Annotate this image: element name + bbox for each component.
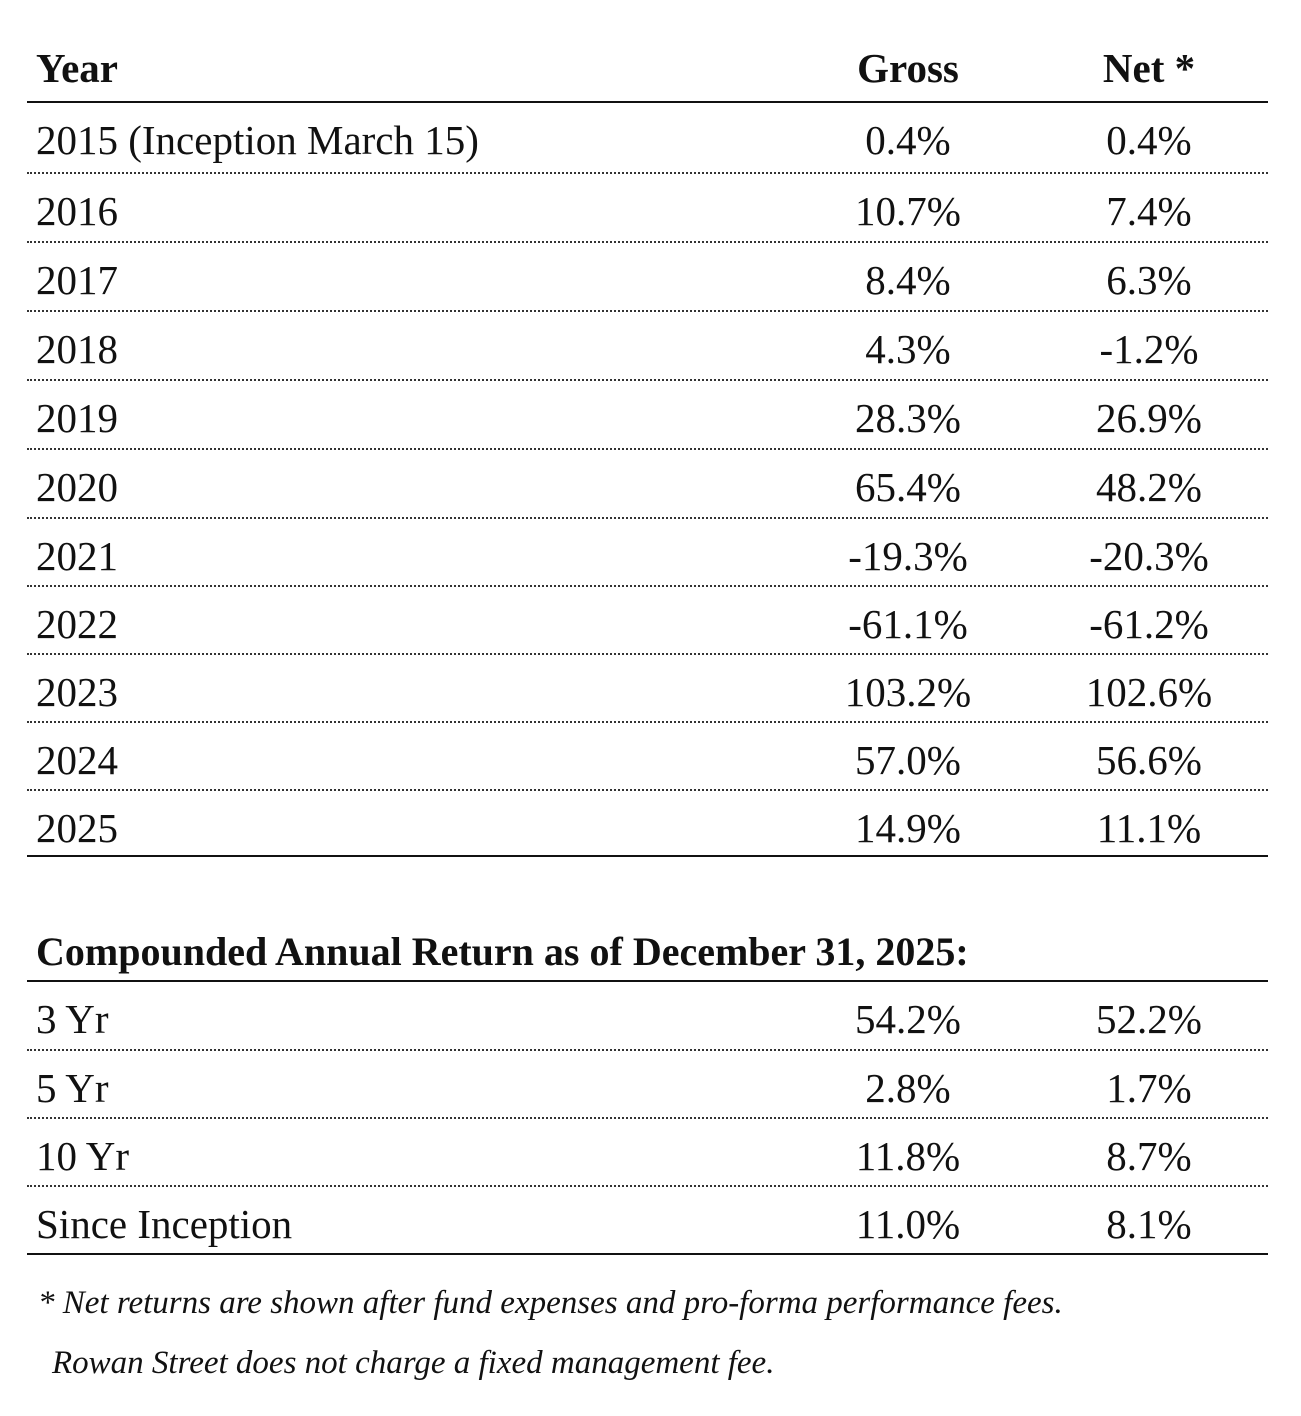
row-year: 2017: [36, 257, 118, 303]
row-net: 56.6%: [1096, 737, 1202, 783]
row-gross: 11.0%: [855, 1201, 961, 1247]
table-row: 2022 -61.1% -61.2%: [27, 587, 1268, 655]
row-net: 11.1%: [1096, 805, 1202, 851]
row-net: 0.4%: [1106, 117, 1192, 163]
row-gross: 11.8%: [855, 1133, 961, 1179]
net-column-header: Net *: [1102, 45, 1196, 91]
table-row: 3 Yr 54.2% 52.2%: [27, 982, 1268, 1051]
footnote-line-2: Rowan Street does not charge a fixed man…: [52, 1345, 775, 1381]
row-net: 1.7%: [1106, 1065, 1192, 1111]
table-header-row: Year Gross Net *: [27, 0, 1268, 103]
row-gross: 54.2%: [855, 996, 961, 1042]
table-row: 2019 28.3% 26.9%: [27, 381, 1268, 450]
cagr-section-title: Compounded Annual Return as of December …: [36, 929, 969, 974]
row-gross: -19.3%: [848, 533, 968, 579]
row-period: Since Inception: [36, 1201, 293, 1247]
row-gross: 57.0%: [855, 737, 961, 783]
row-net: 26.9%: [1096, 395, 1202, 441]
row-year: 2016: [36, 188, 118, 234]
returns-table: Year Gross Net * 2015 (Inception March 1…: [27, 0, 1268, 857]
row-gross: 28.3%: [855, 395, 961, 441]
table-row: 2016 10.7% 7.4%: [27, 174, 1268, 243]
row-gross: 14.9%: [855, 805, 961, 851]
table-row: 2021 -19.3% -20.3%: [27, 519, 1268, 587]
row-gross: 10.7%: [855, 188, 961, 234]
table-row: 2024 57.0% 56.6%: [27, 723, 1268, 791]
cagr-table: 3 Yr 54.2% 52.2% 5 Yr 2.8% 1.7% 10 Yr 11…: [27, 980, 1268, 1255]
row-gross: 103.2%: [844, 669, 972, 715]
row-year: 2015 (Inception March 15): [36, 117, 479, 163]
row-net: 48.2%: [1096, 464, 1202, 510]
row-year: 2024: [36, 737, 118, 783]
table-row: 2023 103.2% 102.6%: [27, 655, 1268, 723]
table-row: 10 Yr 11.8% 8.7%: [27, 1119, 1268, 1187]
year-column-header: Year: [36, 45, 118, 91]
row-net: -1.2%: [1099, 326, 1199, 372]
row-gross: 8.4%: [865, 257, 951, 303]
row-year: 2022: [36, 601, 118, 647]
table-row: 2017 8.4% 6.3%: [27, 243, 1268, 312]
table-row: Since Inception 11.0% 8.1%: [27, 1187, 1268, 1255]
row-year: 2023: [36, 669, 118, 715]
gross-column-header: Gross: [857, 45, 959, 91]
row-net: -20.3%: [1089, 533, 1209, 579]
row-gross: 0.4%: [865, 117, 951, 163]
row-gross: 65.4%: [855, 464, 961, 510]
row-net: 8.7%: [1106, 1133, 1192, 1179]
row-gross: 2.8%: [865, 1065, 951, 1111]
row-net: -61.2%: [1089, 601, 1209, 647]
row-period: 10 Yr: [36, 1133, 129, 1179]
row-gross: -61.1%: [848, 601, 968, 647]
row-year: 2025: [36, 805, 118, 851]
table-row: 2018 4.3% -1.2%: [27, 312, 1268, 381]
row-net: 6.3%: [1106, 257, 1192, 303]
row-net: 7.4%: [1106, 188, 1192, 234]
row-period: 3 Yr: [36, 996, 109, 1042]
table-row: 2025 14.9% 11.1%: [27, 791, 1268, 857]
row-period: 5 Yr: [36, 1065, 109, 1111]
table-row: 2020 65.4% 48.2%: [27, 450, 1268, 519]
row-net: 52.2%: [1096, 996, 1202, 1042]
table-row: 5 Yr 2.8% 1.7%: [27, 1051, 1268, 1119]
table-row: 2015 (Inception March 15) 0.4% 0.4%: [27, 103, 1268, 174]
row-net: 8.1%: [1106, 1201, 1192, 1247]
row-year: 2020: [36, 464, 118, 510]
row-year: 2021: [36, 533, 118, 579]
row-gross: 4.3%: [865, 326, 951, 372]
footnote-line-1: * Net returns are shown after fund expen…: [38, 1285, 1063, 1321]
row-year: 2018: [36, 326, 118, 372]
row-net: 102.6%: [1085, 669, 1213, 715]
row-year: 2019: [36, 395, 118, 441]
